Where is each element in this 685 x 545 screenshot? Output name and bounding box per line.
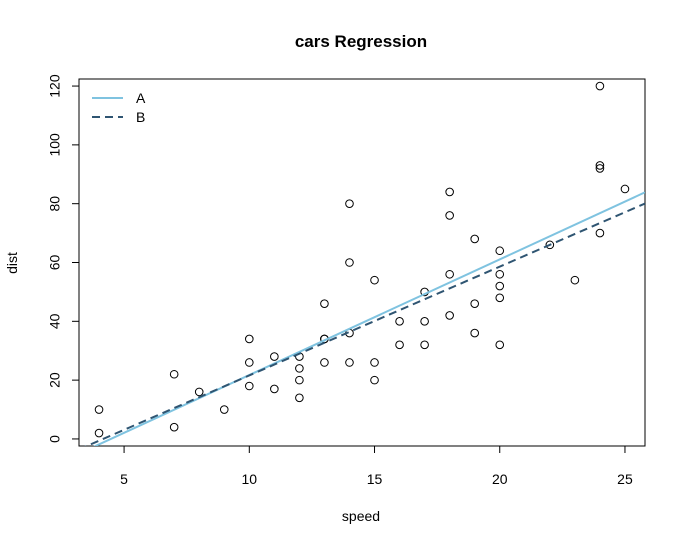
scatter-point xyxy=(320,358,329,367)
plot-frame xyxy=(78,78,646,447)
scatter-point xyxy=(295,393,304,403)
scatter-point xyxy=(245,381,254,391)
x-tick-label: 10 xyxy=(242,471,258,487)
scatter-point xyxy=(420,317,429,326)
legend-label-a: A xyxy=(136,90,146,106)
scatter-point xyxy=(495,340,505,350)
scatter-point xyxy=(395,340,404,350)
scatter-point xyxy=(470,328,479,338)
scatter-point xyxy=(295,364,304,373)
scatter-point xyxy=(345,199,354,208)
x-tick-label: 20 xyxy=(492,471,508,487)
scatter-point xyxy=(445,269,454,279)
chart-title: cars Regression xyxy=(295,32,427,51)
scatter-point xyxy=(370,358,379,367)
scatter-point xyxy=(445,187,454,197)
x-tick-label: 15 xyxy=(367,471,383,487)
scatter-point xyxy=(495,281,505,291)
scatter-point xyxy=(94,405,104,414)
y-tick-label: 80 xyxy=(47,196,63,212)
x-axis: 5 10 15 20 25 xyxy=(120,446,633,487)
scatter-point xyxy=(345,258,354,267)
scatter-point xyxy=(470,234,479,244)
x-axis-label: speed xyxy=(342,508,380,524)
scatter-point xyxy=(445,311,454,320)
y-tick-label: 120 xyxy=(47,74,63,98)
scatter-point xyxy=(420,340,429,350)
y-tick-label: 0 xyxy=(47,435,63,443)
scatter-point xyxy=(219,405,229,414)
scatter-point xyxy=(495,269,505,279)
x-tick-label: 25 xyxy=(617,471,633,487)
scatter-point xyxy=(395,317,404,326)
x-tick-label: 5 xyxy=(120,471,128,487)
y-axis-label: dist xyxy=(4,252,20,274)
scatter-point xyxy=(320,299,329,308)
y-tick-label: 60 xyxy=(47,255,63,271)
scatter-point xyxy=(620,184,630,194)
scatter-point xyxy=(169,369,179,379)
scatter-point xyxy=(545,240,555,250)
scatter-point xyxy=(595,164,605,173)
legend-label-b: B xyxy=(136,109,145,125)
regression-line-b xyxy=(84,202,645,446)
y-tick-label: 100 xyxy=(47,133,63,157)
scatter-point xyxy=(370,275,379,285)
scatter-point xyxy=(345,358,354,367)
scatter-point xyxy=(495,293,505,303)
scatter-point xyxy=(270,384,279,394)
scatter-point xyxy=(595,161,605,170)
y-tick-label: 20 xyxy=(47,372,63,388)
scatter-point xyxy=(169,422,179,432)
scatter-point xyxy=(194,387,204,397)
scatter-point xyxy=(295,375,304,385)
regression-lines xyxy=(84,191,645,446)
regression-line-a xyxy=(93,191,645,446)
scatter-point xyxy=(94,428,104,438)
scatter-point xyxy=(370,375,379,385)
scatter-points xyxy=(94,81,630,438)
legend: AB xyxy=(92,90,146,125)
scatter-point xyxy=(245,358,254,367)
y-axis: 0 20 40 60 80 100 120 xyxy=(47,74,79,443)
scatter-point xyxy=(595,228,605,238)
scatter-point xyxy=(445,211,454,220)
scatter-point xyxy=(595,81,605,91)
scatter-point xyxy=(245,334,254,344)
scatter-point xyxy=(270,352,279,361)
scatter-point xyxy=(470,299,479,308)
y-tick-label: 40 xyxy=(47,313,63,329)
scatter-point xyxy=(495,246,505,256)
scatter-point xyxy=(570,275,580,285)
